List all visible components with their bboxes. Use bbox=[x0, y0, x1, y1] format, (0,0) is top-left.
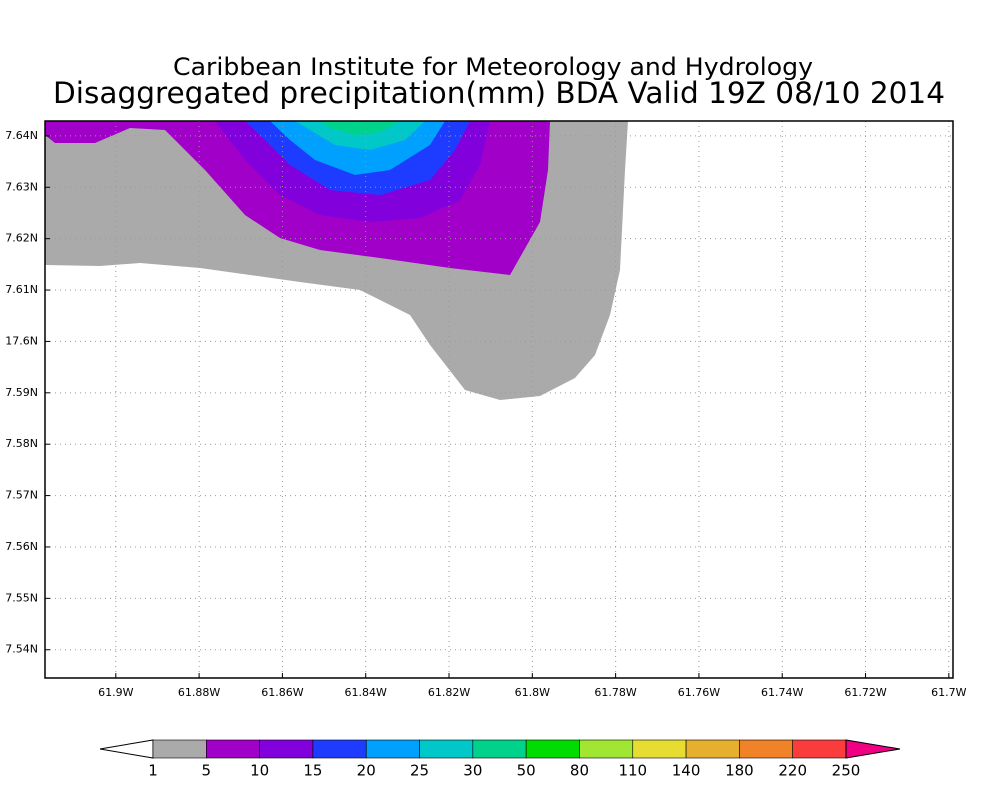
colorbar-under bbox=[99, 739, 154, 759]
colorbar-box bbox=[419, 739, 474, 759]
colorbar-box bbox=[152, 739, 207, 759]
colorbar-box bbox=[792, 739, 847, 759]
contours bbox=[45, 121, 628, 400]
colorbar-box bbox=[739, 739, 793, 759]
colorbar-box bbox=[525, 739, 580, 759]
colorbar-box bbox=[685, 739, 740, 759]
colorbar-label: 5 bbox=[202, 762, 212, 780]
y-tick-label: 7.62N bbox=[5, 232, 38, 245]
y-tick-label: 7.56N bbox=[5, 540, 38, 553]
y-tick-label: 17.6N bbox=[5, 334, 38, 347]
subtitle: Disaggregated precipitation(mm) BDA Vali… bbox=[53, 76, 945, 110]
colorbar-label: 1 bbox=[148, 762, 158, 780]
colorbar-box bbox=[632, 739, 687, 759]
x-tick-label: 61.7W bbox=[931, 686, 966, 699]
colorbar-box bbox=[206, 739, 260, 759]
x-tick-label: 61.86W bbox=[261, 686, 303, 699]
y-tick-label: 7.61N bbox=[5, 283, 38, 296]
colorbar-box bbox=[365, 739, 420, 759]
x-tick-label: 61.76W bbox=[678, 686, 720, 699]
colorbar-label: 25 bbox=[410, 762, 429, 780]
y-tick-label: 7.64N bbox=[5, 129, 38, 142]
x-tick-label: 61.82W bbox=[428, 686, 470, 699]
colorbar-label: 30 bbox=[463, 762, 482, 780]
x-tick-label: 61.9W bbox=[98, 686, 133, 699]
colorbar-label: 20 bbox=[357, 762, 376, 780]
x-tick-label: 61.8W bbox=[515, 686, 550, 699]
plot-frame bbox=[44, 120, 954, 679]
colorbar-label: 220 bbox=[778, 762, 807, 780]
y-tick-label: 7.59N bbox=[5, 386, 38, 399]
y-tick-label: 7.57N bbox=[5, 489, 38, 502]
grid: 61.9W 61.88W 61.86W 61.84W 61.82W 61.8W 61.78W… bbox=[5, 121, 967, 699]
colorbar: 1 5 10 15 20 25 30 50 80 110 140 180 220 250 bbox=[99, 739, 901, 780]
x-tick-label: 61.74W bbox=[761, 686, 803, 699]
contour-region bbox=[320, 121, 400, 135]
colorbar-label: 15 bbox=[303, 762, 322, 780]
colorbar-label: 80 bbox=[570, 762, 589, 780]
x-tick-label: 61.84W bbox=[345, 686, 387, 699]
colorbar-label: 250 bbox=[832, 762, 861, 780]
y-tick-label: 7.55N bbox=[5, 591, 38, 604]
colorbar-label: 180 bbox=[725, 762, 754, 780]
colorbar-box bbox=[579, 739, 634, 759]
x-tick-label: 61.72W bbox=[844, 686, 886, 699]
y-tick-label: 7.54N bbox=[5, 643, 38, 656]
colorbar-label: 10 bbox=[250, 762, 269, 780]
x-tick-label: 61.88W bbox=[178, 686, 220, 699]
colorbar-over bbox=[845, 739, 901, 759]
y-tick-label: 7.58N bbox=[5, 437, 38, 450]
y-tick-label: 7.63N bbox=[5, 180, 38, 193]
x-tick-label: 61.78W bbox=[594, 686, 636, 699]
colorbar-label: 140 bbox=[672, 762, 701, 780]
colorbar-box bbox=[472, 739, 527, 759]
title: Caribbean Institute for Meteorology and … bbox=[173, 53, 813, 81]
colorbar-box bbox=[312, 739, 367, 759]
colorbar-box bbox=[259, 739, 314, 759]
colorbar-label: 110 bbox=[618, 762, 647, 780]
colorbar-label: 50 bbox=[517, 762, 536, 780]
